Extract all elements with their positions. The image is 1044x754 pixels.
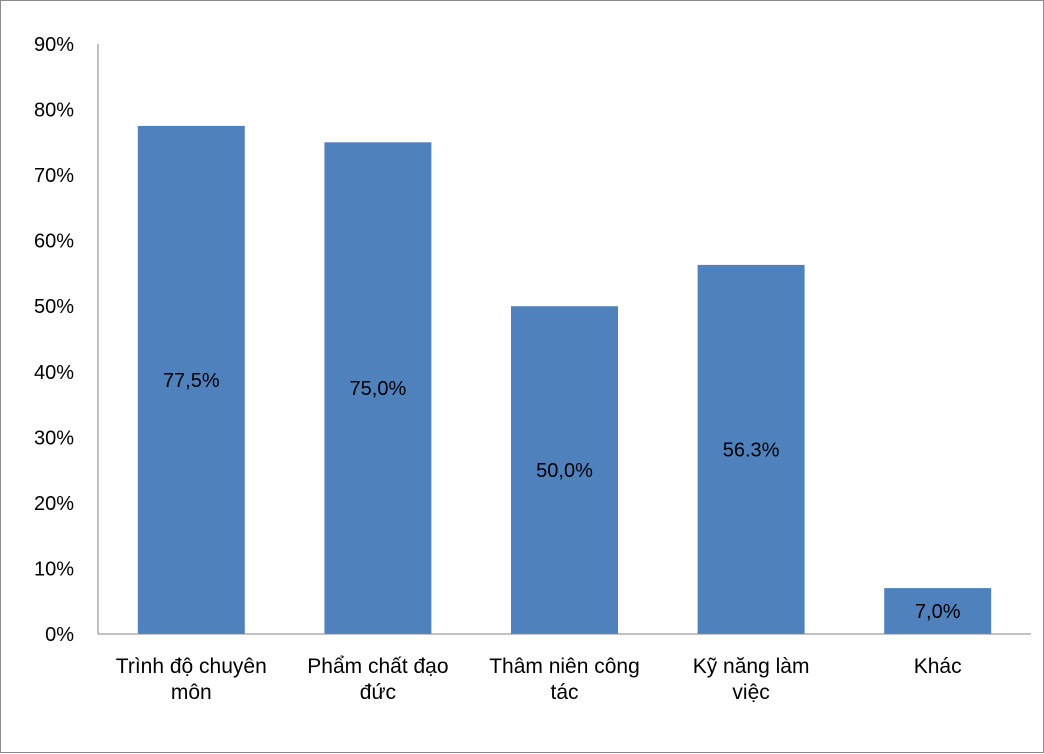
category-label: đức [360, 681, 396, 704]
axes [97, 44, 1031, 635]
x-axis-labels: Trình độ chuyên môn Phẩm chất đạo đức Thâm n… [116, 655, 962, 704]
y-axis-ticks: 0% 10% 20% 30% 40% 50% 60% 70% 80% 90% [34, 34, 74, 646]
y-tick-label: 90% [34, 34, 74, 56]
y-tick-label: 80% [34, 100, 74, 122]
bars [137, 125, 992, 635]
y-tick-label: 0% [45, 624, 74, 646]
data-label: 50,0% [536, 460, 593, 482]
data-label: 7,0% [915, 601, 961, 623]
y-tick-label: 60% [34, 231, 74, 253]
category-label: việc [732, 681, 769, 704]
y-tick-label: 10% [34, 558, 74, 580]
bar [697, 264, 805, 634]
data-label: 75,0% [350, 378, 407, 400]
y-tick-label: 70% [34, 165, 74, 187]
bar [324, 142, 432, 635]
bar [511, 306, 618, 634]
category-label: Phẩm chất đạo [307, 655, 448, 678]
y-tick-label: 40% [34, 362, 74, 384]
category-label: tác [550, 681, 578, 704]
category-label: Kỹ năng làm [693, 655, 810, 678]
y-tick-label: 20% [34, 493, 74, 515]
data-label: 56.3% [723, 440, 780, 462]
category-label: môn [171, 681, 212, 704]
bar [884, 588, 992, 634]
category-label: Khác [914, 655, 962, 678]
data-label: 77,5% [163, 370, 220, 392]
bar [137, 125, 245, 635]
category-label: Trình độ chuyên [116, 655, 267, 678]
y-tick-label: 50% [34, 296, 74, 318]
data-labels: 77,5% 75,0% 50,0% 56.3% 7,0% [163, 370, 961, 623]
category-label: Thâm niên công [489, 655, 640, 678]
y-tick-label: 30% [34, 427, 74, 449]
